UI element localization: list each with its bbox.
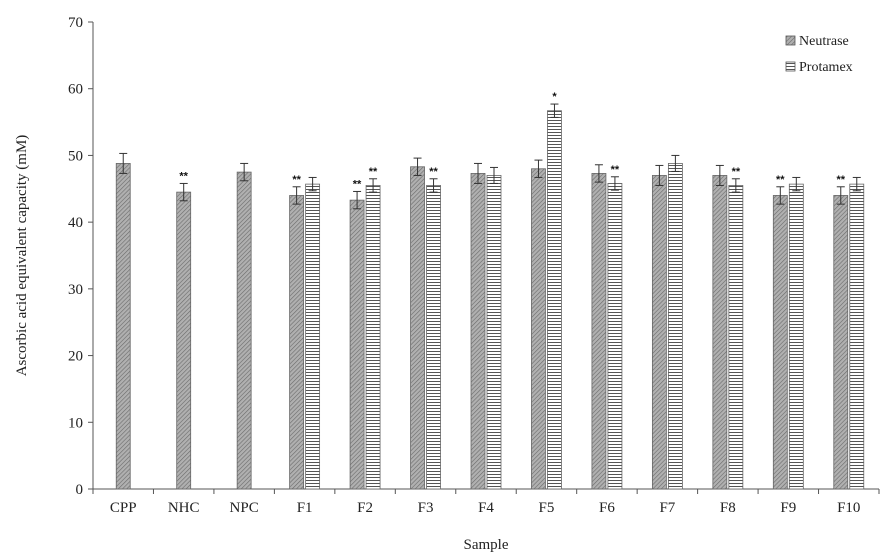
y-tick-label: 20: [68, 349, 83, 365]
bar-neutrase-f7: [651, 175, 667, 490]
bar-neutrase-f9: [772, 195, 788, 490]
y-axis-label: Ascorbic acid equivalent capacity (mM): [14, 135, 30, 377]
bar-neutrase-f3: [410, 166, 425, 490]
bar-neutrase-f4: [470, 173, 486, 490]
significance-label: **: [369, 166, 378, 178]
bar-protamex-f6: [607, 183, 623, 490]
bar-neutrase-nhc: [176, 191, 192, 490]
bar-neutrase-f2: [349, 199, 365, 490]
x-axis-label: Sample: [464, 537, 509, 553]
axes: 0 10 20 30 40 50 60 70 CPP NHC NPC F1 F2 F3 F4 F5 F6 F7 F8…: [68, 15, 880, 516]
bar-neutrase-f8: [712, 175, 728, 490]
bar-protamex-f8: [728, 185, 744, 490]
bar-protamex-f7: [667, 163, 683, 490]
bar-protamex-f10: [849, 183, 865, 490]
significance-label: **: [353, 178, 362, 190]
significance-label: **: [179, 170, 188, 182]
y-tick-label: 30: [68, 282, 83, 298]
bar-neutrase-f10: [833, 195, 849, 490]
bars: ** ** **** ***** **** **: [115, 91, 865, 490]
legend-label-protamex: Protamex: [799, 60, 853, 75]
x-tick-label: NPC: [230, 500, 259, 516]
legend-swatch-protamex: [785, 61, 796, 72]
bar-neutrase-npc: [236, 171, 252, 490]
y-tick-label: 10: [68, 415, 83, 431]
x-tick-label: F10: [837, 500, 860, 516]
x-tick-label: F9: [780, 500, 796, 516]
bar-neutrase-f5: [531, 168, 546, 490]
significance-label: **: [292, 174, 301, 186]
bar-protamex-f3: [426, 185, 441, 490]
y-tick-label: 40: [68, 215, 83, 231]
y-tick-label: 70: [68, 15, 83, 31]
x-tick-label: CPP: [110, 500, 137, 516]
y-tick-label: 0: [76, 482, 84, 498]
legend-label-neutrase: Neutrase: [799, 34, 849, 49]
bar-protamex-f9: [788, 183, 804, 490]
significance-label: **: [836, 174, 845, 186]
x-tick-label: F4: [478, 500, 494, 516]
x-tick-label: F5: [539, 500, 555, 516]
y-tick-label: 50: [68, 148, 83, 164]
significance-label: **: [611, 164, 620, 176]
bar-neutrase-cpp: [115, 163, 131, 490]
significance-label: **: [732, 166, 741, 178]
x-tick-label: F6: [599, 500, 615, 516]
y-tick-label: 60: [68, 82, 83, 98]
legend-swatch-neutrase: [785, 35, 796, 46]
bar-neutrase-f1: [289, 195, 305, 490]
bar-protamex-f5: [547, 110, 562, 490]
bar-neutrase-f6: [591, 173, 607, 490]
legend: Neutrase Protamex: [785, 34, 853, 75]
x-tick-label: F3: [418, 500, 434, 516]
significance-label: *: [552, 91, 557, 103]
x-tick-label: NHC: [168, 500, 200, 516]
x-tick-label: F1: [297, 500, 313, 516]
bar-protamex-f4: [486, 175, 502, 490]
x-tick-label: F7: [659, 500, 675, 516]
bar-protamex-f1: [305, 183, 321, 490]
bar-protamex-f2: [365, 185, 381, 490]
significance-label: **: [429, 166, 438, 178]
significance-label: **: [776, 174, 785, 186]
x-tick-label: F8: [720, 500, 736, 516]
x-tick-label: F2: [357, 500, 373, 516]
